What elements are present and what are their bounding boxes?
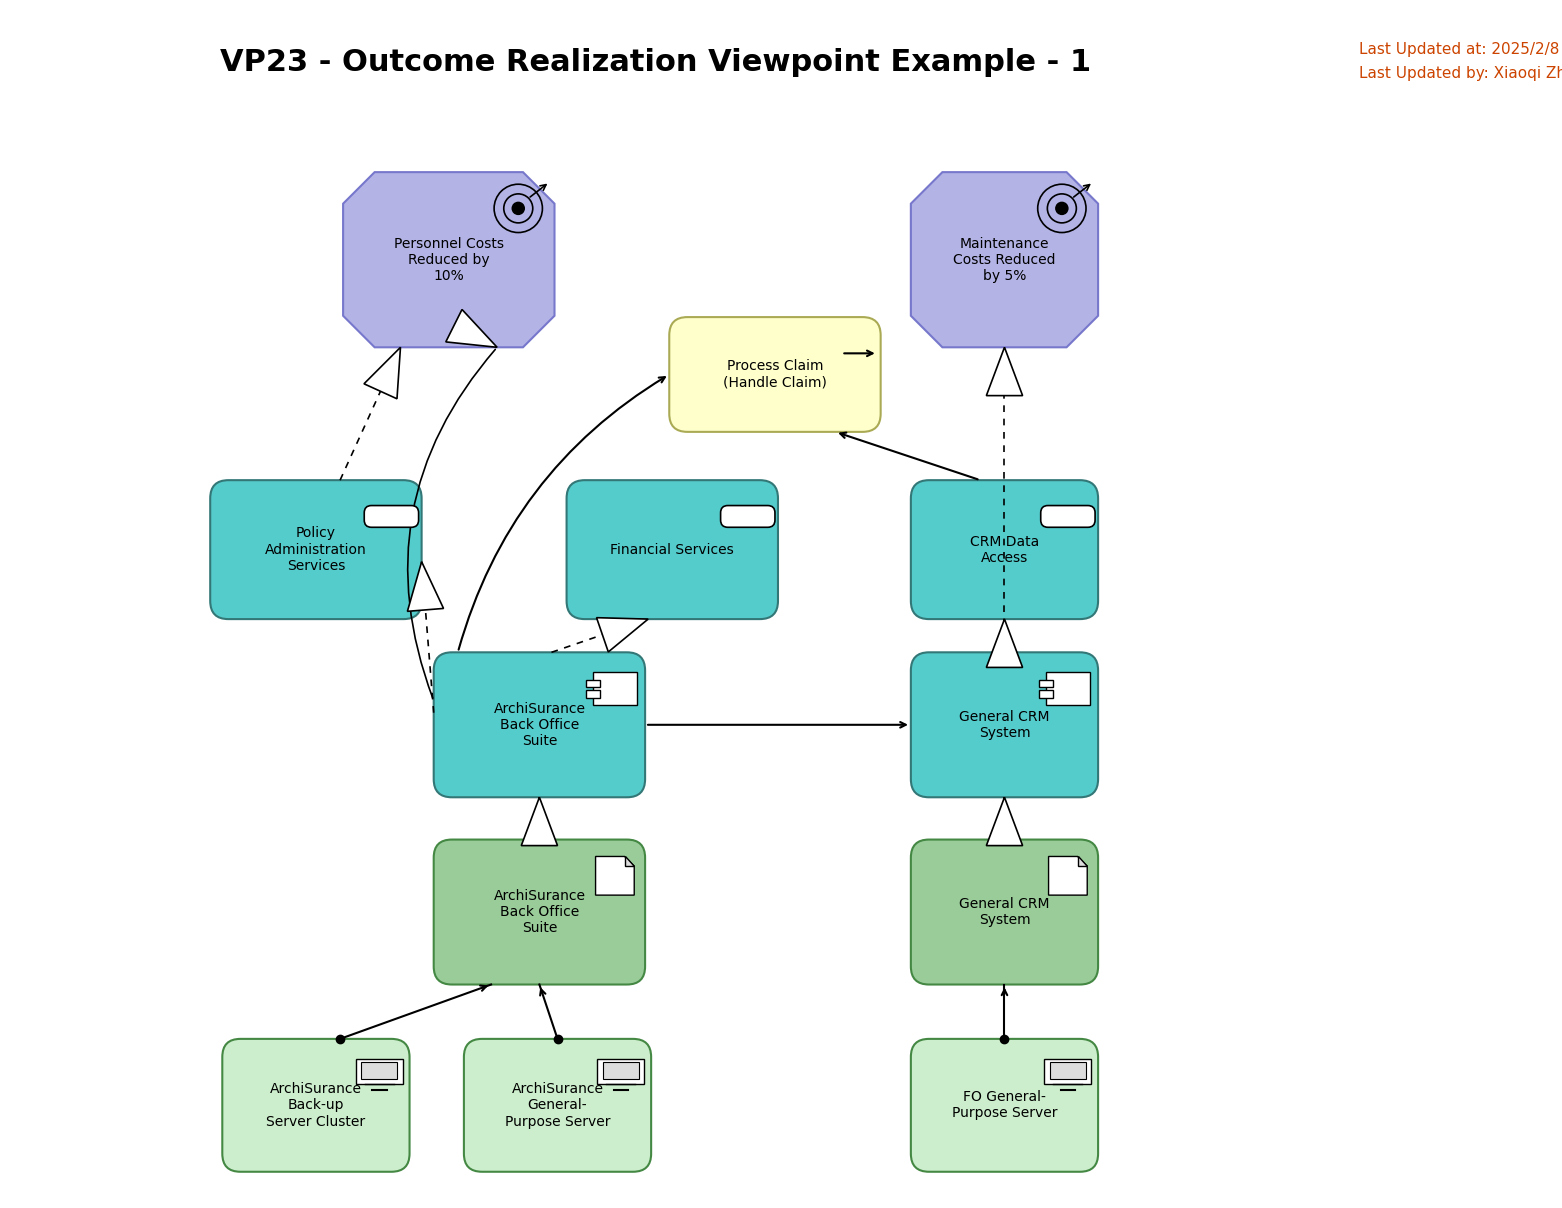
Bar xyxy=(597,1058,645,1085)
Polygon shape xyxy=(986,797,1023,846)
Bar xyxy=(1050,1063,1086,1079)
FancyBboxPatch shape xyxy=(364,505,419,527)
Polygon shape xyxy=(986,618,1023,667)
Bar xyxy=(1039,690,1053,698)
Polygon shape xyxy=(344,172,555,348)
Bar xyxy=(594,672,637,705)
Text: Process Claim
(Handle Claim): Process Claim (Handle Claim) xyxy=(723,360,826,389)
Text: Policy
Administration
Services: Policy Administration Services xyxy=(266,527,367,573)
Bar xyxy=(586,679,600,686)
FancyBboxPatch shape xyxy=(720,505,775,527)
Bar xyxy=(361,1063,397,1079)
Text: Maintenance
Costs Reduced
by 5%: Maintenance Costs Reduced by 5% xyxy=(953,237,1056,283)
Polygon shape xyxy=(1048,856,1087,895)
FancyBboxPatch shape xyxy=(567,480,778,618)
Text: Financial Services: Financial Services xyxy=(611,542,734,557)
FancyBboxPatch shape xyxy=(222,1039,409,1172)
Text: VP23 - Outcome Realization Viewpoint Example - 1: VP23 - Outcome Realization Viewpoint Exa… xyxy=(220,48,1092,77)
FancyBboxPatch shape xyxy=(911,480,1098,618)
FancyBboxPatch shape xyxy=(1040,505,1095,527)
Text: Last Updated by: Xiaoqi Zhao: Last Updated by: Xiaoqi Zhao xyxy=(1359,66,1562,81)
FancyBboxPatch shape xyxy=(669,318,881,432)
Polygon shape xyxy=(911,172,1098,348)
Polygon shape xyxy=(625,856,634,866)
Bar xyxy=(586,690,600,698)
Text: ArchiSurance
Back Office
Suite: ArchiSurance Back Office Suite xyxy=(494,889,586,935)
Bar xyxy=(603,1063,639,1079)
FancyBboxPatch shape xyxy=(434,652,645,797)
Bar xyxy=(356,1058,403,1085)
Bar xyxy=(1045,1058,1092,1085)
FancyBboxPatch shape xyxy=(464,1039,651,1172)
FancyBboxPatch shape xyxy=(211,480,422,618)
Polygon shape xyxy=(522,797,558,846)
Polygon shape xyxy=(364,348,400,399)
Bar xyxy=(1047,672,1090,705)
FancyBboxPatch shape xyxy=(911,652,1098,797)
Polygon shape xyxy=(595,856,634,895)
Text: Last Updated at: 2025/2/8: Last Updated at: 2025/2/8 xyxy=(1359,42,1559,57)
Circle shape xyxy=(1056,202,1068,215)
Polygon shape xyxy=(986,348,1023,396)
Circle shape xyxy=(512,202,525,215)
Polygon shape xyxy=(445,309,497,348)
Polygon shape xyxy=(597,617,648,652)
Text: ArchiSurance
General-
Purpose Server: ArchiSurance General- Purpose Server xyxy=(505,1082,611,1128)
Text: General CRM
System: General CRM System xyxy=(959,709,1050,739)
FancyBboxPatch shape xyxy=(911,1039,1098,1172)
Polygon shape xyxy=(408,562,444,611)
Text: FO General-
Purpose Server: FO General- Purpose Server xyxy=(951,1090,1057,1121)
Polygon shape xyxy=(1078,856,1087,866)
Bar xyxy=(1039,679,1053,686)
Text: CRM Data
Access: CRM Data Access xyxy=(970,534,1039,565)
Text: ArchiSurance
Back Office
Suite: ArchiSurance Back Office Suite xyxy=(494,702,586,748)
Text: ArchiSurance
Back-up
Server Cluster: ArchiSurance Back-up Server Cluster xyxy=(267,1082,366,1128)
FancyBboxPatch shape xyxy=(434,840,645,985)
FancyBboxPatch shape xyxy=(911,840,1098,985)
Text: General CRM
System: General CRM System xyxy=(959,896,1050,928)
Text: Personnel Costs
Reduced by
10%: Personnel Costs Reduced by 10% xyxy=(394,237,505,283)
